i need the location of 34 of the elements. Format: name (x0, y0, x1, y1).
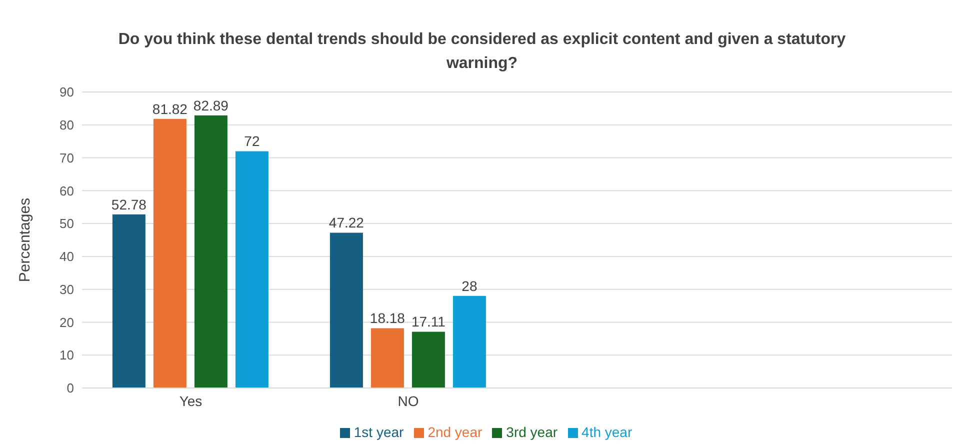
y-axis-title: Percentages (16, 198, 34, 282)
y-tick-label: 80 (60, 118, 74, 133)
y-tick-label: 60 (60, 183, 74, 198)
y-tick-label: 40 (60, 249, 74, 264)
bar (153, 118, 186, 388)
bar (194, 115, 228, 388)
bar (412, 332, 445, 388)
x-tick-label: Yes (179, 392, 202, 409)
bar (112, 214, 146, 388)
data-label: 72 (244, 133, 260, 150)
data-label: 82.89 (193, 97, 229, 114)
data-label: 17.11 (411, 314, 446, 330)
legend-label: 1st year (354, 424, 404, 440)
y-tick-label: 30 (60, 282, 74, 297)
y-tick-label: 50 (60, 216, 74, 232)
y-tick-label: 90 (60, 84, 74, 100)
chart-title: Do you think these dental trends should be considered as explicit content and given a statutory warning? (117, 30, 847, 74)
bar (235, 151, 268, 388)
data-label: 81.82 (152, 100, 188, 117)
legend-label: 2nd year (428, 424, 482, 440)
bar (330, 232, 363, 388)
legend-label: 3rd year (506, 424, 558, 440)
data-label: 18.18 (370, 310, 406, 326)
data-label: 52.78 (111, 196, 147, 212)
y-tick-label: 20 (60, 314, 74, 330)
y-tick-label: 10 (60, 348, 74, 363)
y-tick-label: 0 (66, 380, 74, 396)
data-label: 28 (462, 278, 478, 294)
x-tick-label: NO (398, 392, 419, 409)
legend-label: 4th year (582, 424, 632, 440)
bar (452, 296, 486, 388)
bar (370, 328, 404, 388)
y-tick-label: 70 (60, 150, 74, 166)
data-label: 47.22 (328, 214, 364, 231)
